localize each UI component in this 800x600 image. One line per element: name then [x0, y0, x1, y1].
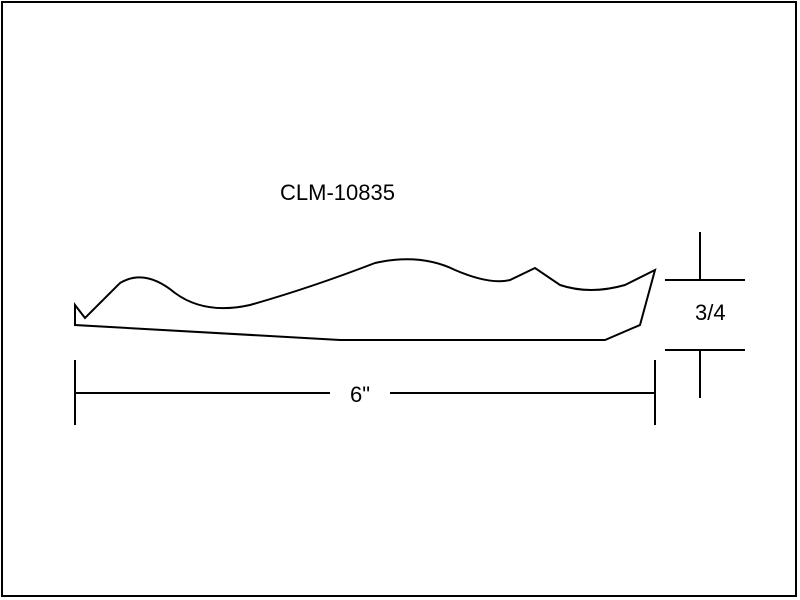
molding-profile-path: [75, 259, 655, 340]
profile-drawing: [0, 0, 800, 600]
height-dimension-label: 3/4: [695, 300, 726, 326]
width-dimension-label: 6": [350, 382, 370, 408]
